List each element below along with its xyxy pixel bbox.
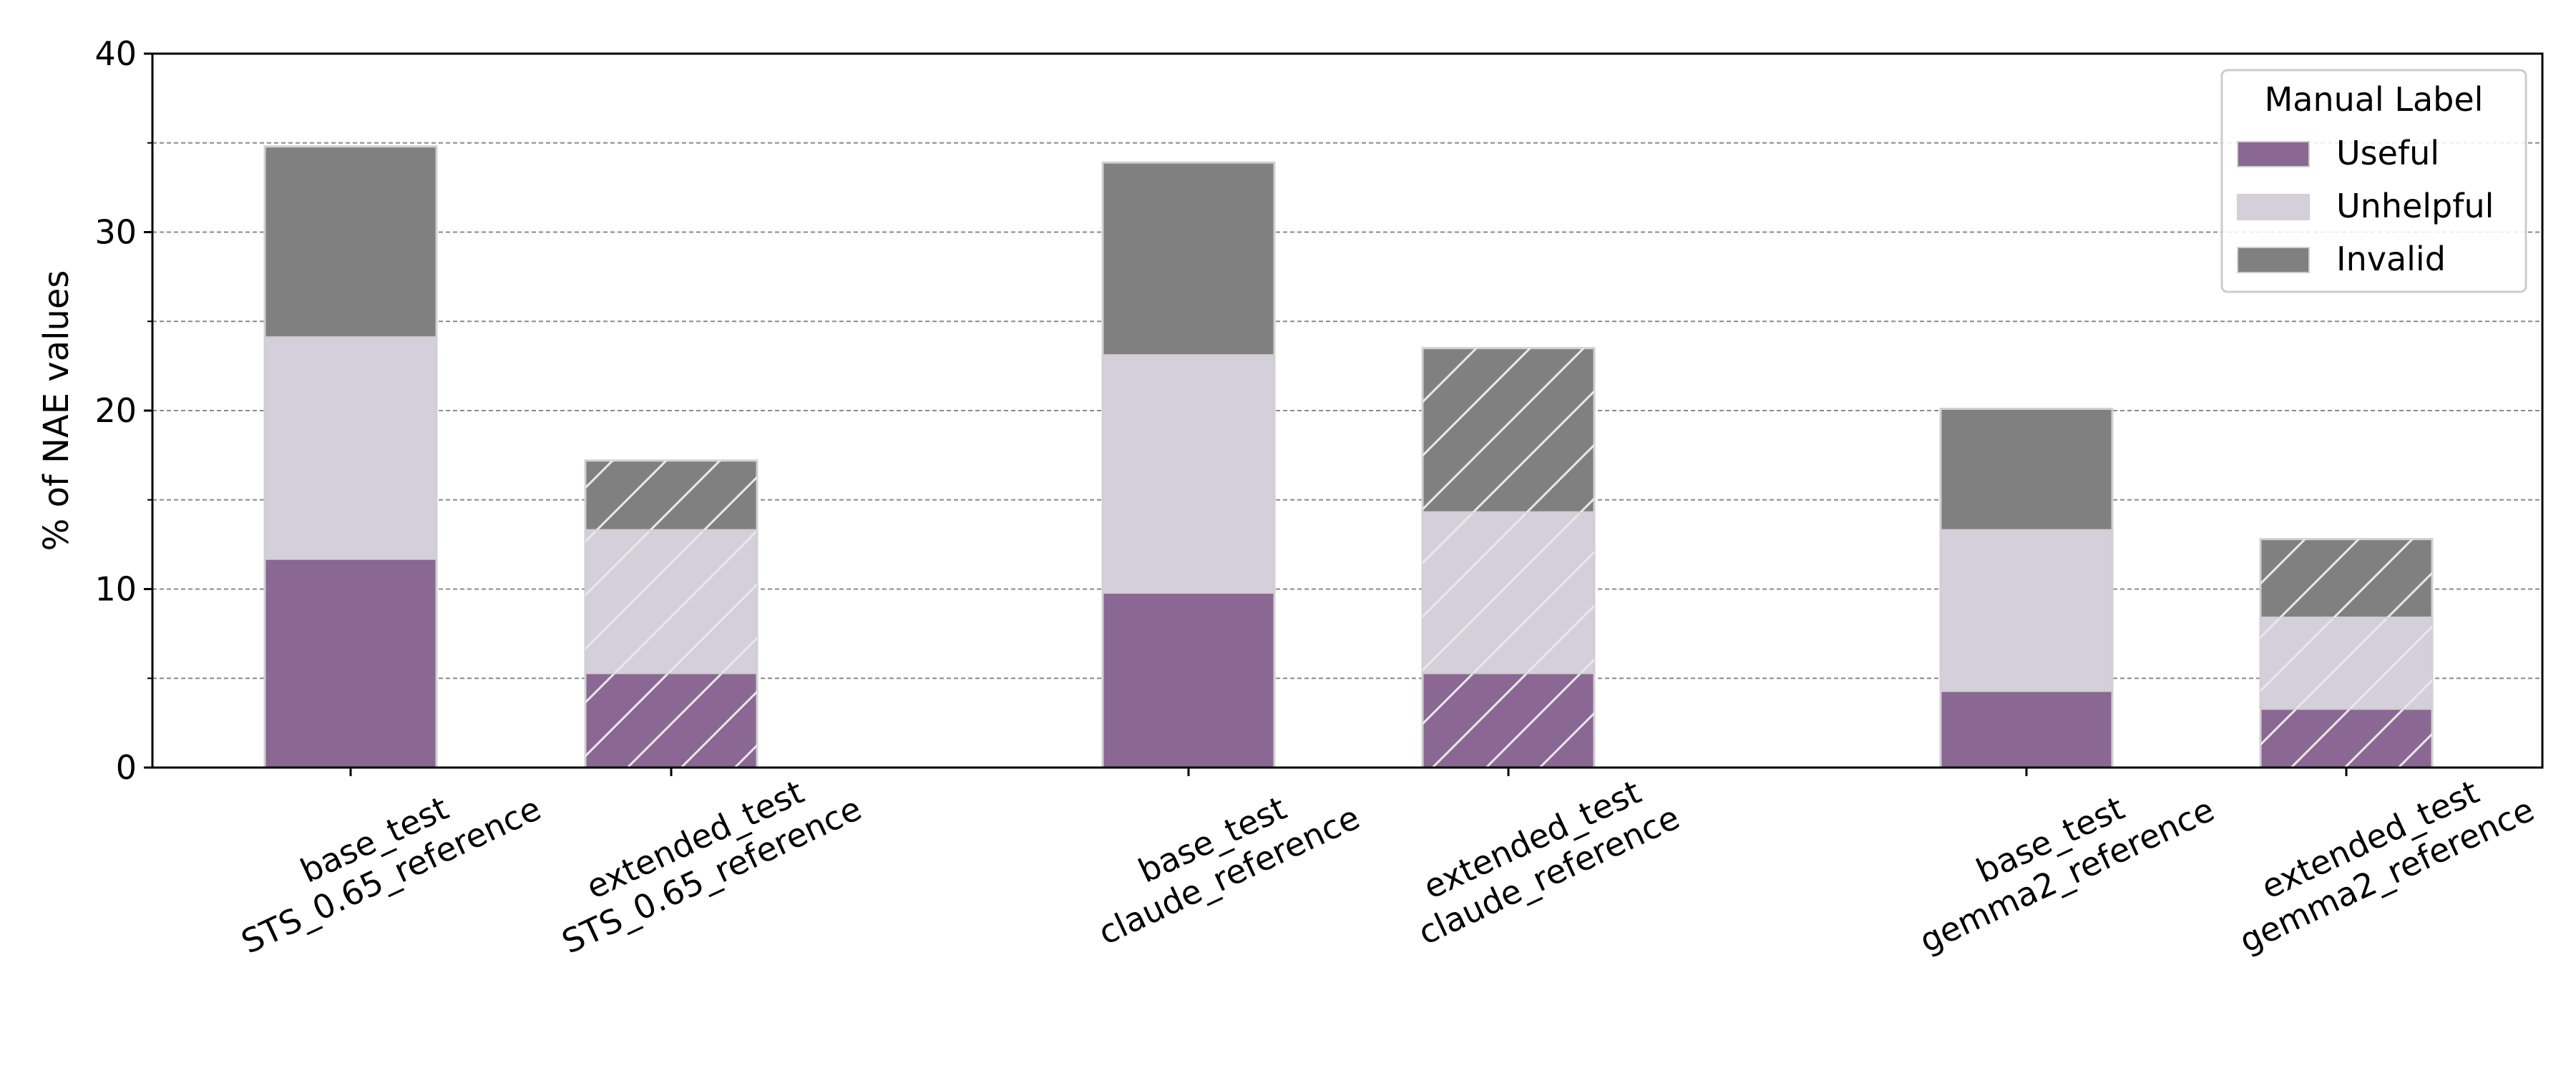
bar-segment-unhelpful [1939,529,2114,692]
bar-segment-useful [1101,591,1276,769]
legend-swatch [2237,194,2310,220]
svg-text:extended_testclaude_reference: extended_testclaude_reference [1396,762,1686,952]
y-axis-label: % of NAE values [36,270,77,552]
bar-segment-invalid [1101,161,1276,357]
bar-segment-invalid [1939,408,2114,531]
y-tick-label: 10 [94,570,137,609]
y-tick-label: 0 [116,748,137,787]
bar-hatch-useful [585,672,757,768]
x-tick-label: base_testgemma2_reference [1897,755,2220,961]
bar-hatch-useful [2260,708,2432,768]
bar-segment-unhelpful [1101,354,1276,594]
y-tick-label: 30 [94,213,137,252]
x-tick-label: extended_testSTS_0.65_reference [540,753,867,961]
legend-frame [2220,69,2527,293]
bar-segment-useful [263,557,438,769]
legend-label: Useful [2336,134,2439,172]
legend-swatch [2237,141,2310,167]
svg-text:base_testclaude_reference: base_testclaude_reference [1076,762,1366,952]
bar-segment-useful [1939,690,2114,769]
svg-text:extended_testgemma2_reference: extended_testgemma2_reference [2217,755,2540,961]
legend-swatch [2237,247,2310,273]
legend-label: Unhelpful [2336,187,2494,225]
y-tick-label: 40 [94,34,137,73]
x-tick-label: extended_testclaude_reference [1396,762,1686,953]
legend: Manual Label Useful Unhelpful Invalid [2220,69,2527,293]
legend-title: Manual Label [2265,80,2484,119]
legend-label: Invalid [2336,240,2446,278]
bar-segment-invalid [263,145,438,339]
bar-hatch-unhelpful [585,530,757,673]
svg-text:base_testgemma2_reference: base_testgemma2_reference [1897,755,2220,961]
y-tick-label: 20 [94,391,137,430]
bar-segment-unhelpful [263,336,438,560]
grid-lines [152,142,2542,680]
bars [263,145,2434,769]
bar-hatch-invalid [1423,348,1594,513]
bar-hatch-invalid [2260,539,2432,618]
x-tick-label: base_testSTS_0.65_reference [219,753,547,961]
svg-text:extended_testSTS_0.65_referenc: extended_testSTS_0.65_reference [540,753,867,961]
legend-items: Useful Unhelpful Invalid [2237,134,2494,278]
bar-hatch-unhelpful [2260,617,2432,709]
x-tick-label: base_testclaude_reference [1076,762,1366,952]
bar-hatch-invalid [585,460,757,531]
bar-hatch-useful [1423,672,1594,768]
x-tick-label: extended_testgemma2_reference [2217,755,2540,961]
svg-text:base_testSTS_0.65_reference: base_testSTS_0.65_reference [219,753,547,961]
bar-hatch-unhelpful [1423,512,1594,673]
